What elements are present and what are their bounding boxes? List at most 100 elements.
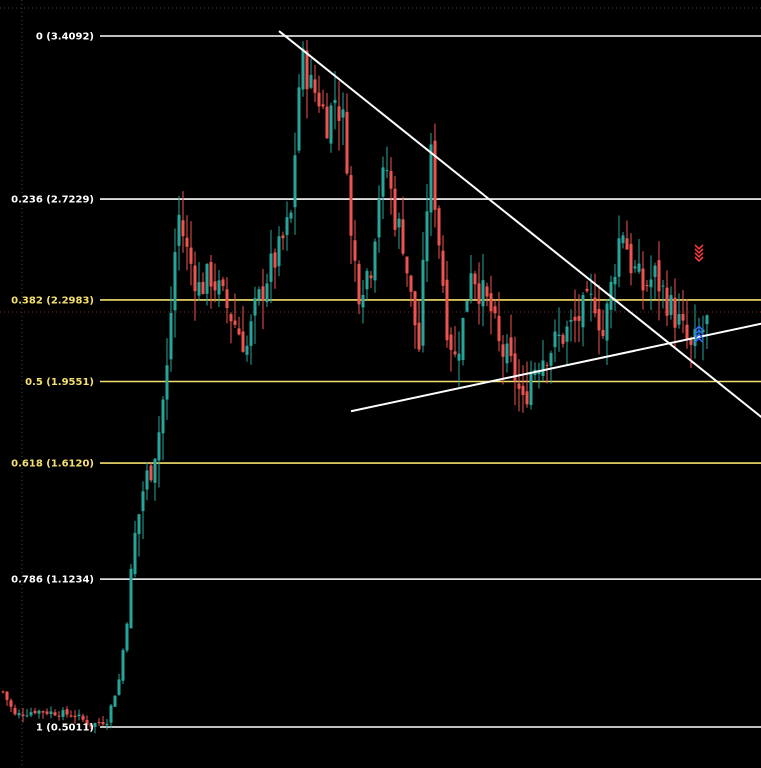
candle-body <box>349 175 353 236</box>
candle-body <box>353 240 357 261</box>
candle <box>201 272 205 295</box>
candle <box>317 75 321 113</box>
candle <box>525 361 529 408</box>
candle-body <box>585 288 589 292</box>
candle-body <box>1 691 5 693</box>
candle-body <box>229 314 233 322</box>
candle-body <box>485 286 489 297</box>
candle <box>13 704 17 716</box>
candle-body <box>101 722 105 725</box>
candle-body <box>133 532 137 575</box>
candle-body <box>329 105 333 144</box>
candle <box>113 695 117 707</box>
candle-body <box>397 218 401 228</box>
candle-body <box>113 695 117 707</box>
candle <box>629 233 633 286</box>
candle <box>293 132 297 235</box>
candle <box>673 278 677 349</box>
candle-body <box>437 208 441 246</box>
candle-body <box>225 289 229 309</box>
candle-body <box>569 319 573 322</box>
fib-labels-layer: 0 (3.4092) 0.236 (2.7229) 0.382 (2.2983) 0.… <box>11 32 94 734</box>
sell-arrow-icon <box>694 248 704 254</box>
candle <box>117 673 121 696</box>
candle <box>373 238 377 293</box>
trendline-ascending-support[interactable] <box>350 322 761 413</box>
candle <box>421 231 425 353</box>
candle <box>417 299 421 353</box>
candle-body <box>697 331 701 333</box>
candle <box>553 319 557 363</box>
candle-body <box>109 705 113 723</box>
candle-body <box>33 710 37 714</box>
candle <box>213 263 217 303</box>
candle <box>325 92 329 139</box>
candle <box>261 268 265 330</box>
candle <box>489 275 493 335</box>
candle <box>357 260 361 315</box>
candle <box>661 280 665 309</box>
candle <box>209 255 213 309</box>
candle <box>77 709 81 721</box>
candle-body <box>649 279 653 288</box>
candle <box>157 416 161 488</box>
candle-body <box>37 710 41 714</box>
candle-body <box>665 287 669 316</box>
candle <box>349 166 353 265</box>
candle <box>197 261 201 301</box>
candle <box>593 273 597 318</box>
candle <box>657 241 661 321</box>
candle <box>193 251 197 321</box>
candle-body <box>149 465 153 481</box>
candle-body <box>497 315 501 342</box>
candle <box>9 698 13 712</box>
candle <box>429 132 433 237</box>
candle-body <box>617 238 621 277</box>
candle-body <box>549 352 553 366</box>
candle-body <box>449 334 453 351</box>
candle-body <box>153 458 157 483</box>
candle-body <box>593 297 597 314</box>
candle-body <box>529 371 533 406</box>
candle <box>461 317 465 366</box>
candle <box>309 58 313 90</box>
candle <box>605 299 609 365</box>
sell-arrow-icon <box>694 244 704 250</box>
candle <box>161 395 165 461</box>
candle <box>669 286 673 320</box>
candle <box>425 184 429 282</box>
candle-body <box>21 714 25 716</box>
candle <box>597 284 601 355</box>
candle <box>481 253 485 327</box>
candle-body <box>277 236 281 267</box>
buy-arrow-icon <box>694 333 704 339</box>
candle-body <box>293 155 297 208</box>
candle-body <box>137 514 141 535</box>
candle <box>397 212 401 250</box>
candle-body <box>469 273 473 300</box>
fib-level-label-0-382: 0.382 (2.2983) <box>11 295 94 306</box>
candle <box>637 238 641 274</box>
candle-body <box>661 285 665 287</box>
candle-body <box>369 275 373 279</box>
candle <box>389 157 393 215</box>
candle <box>73 710 77 724</box>
candle-body <box>513 353 517 381</box>
candle-body <box>53 712 57 716</box>
candle-body <box>345 111 349 174</box>
candle-body <box>41 711 45 713</box>
candle-body <box>173 252 177 311</box>
candle <box>541 339 545 382</box>
candle-body <box>405 256 409 274</box>
candle <box>97 718 101 726</box>
candle <box>681 290 685 334</box>
candle <box>321 89 325 110</box>
candle <box>33 707 37 715</box>
candle <box>329 102 333 153</box>
candle-body <box>461 318 465 360</box>
candle-body <box>89 723 93 727</box>
candle <box>5 691 9 706</box>
trendline-descending-resistance[interactable] <box>278 30 761 419</box>
